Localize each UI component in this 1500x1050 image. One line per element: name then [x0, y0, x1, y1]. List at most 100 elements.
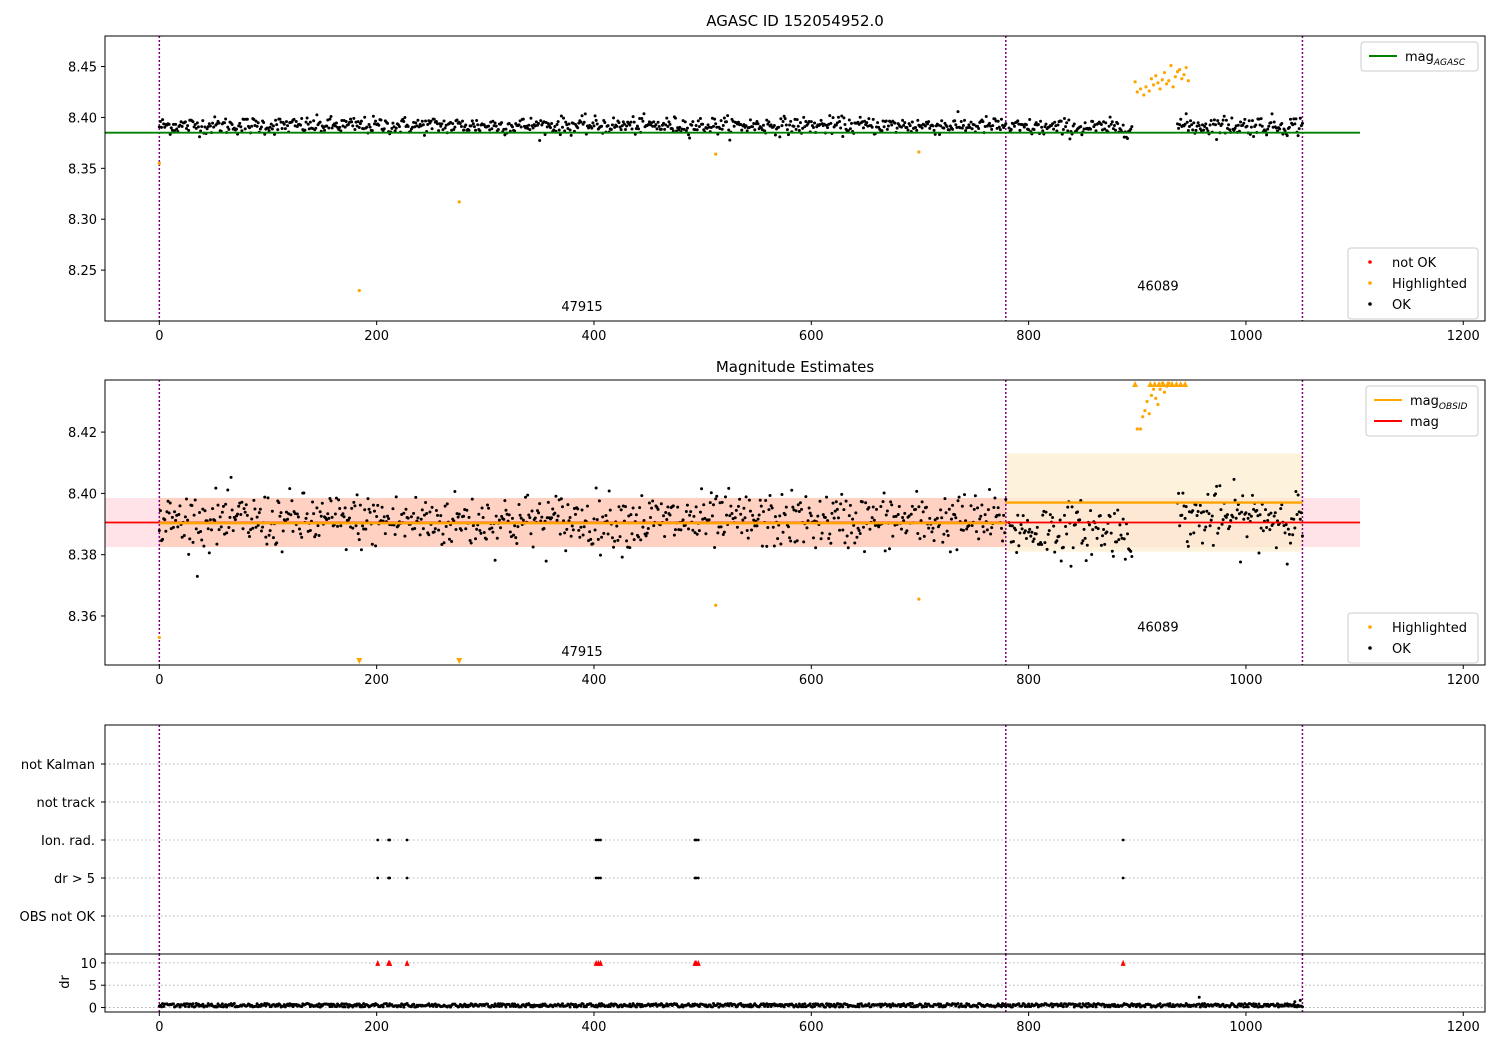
estimates-ok-point	[1052, 524, 1056, 528]
agasc-ok-point	[966, 126, 970, 130]
dr-ytick-label: 5	[89, 979, 97, 994]
estimates-ok-point	[777, 523, 781, 527]
estimates-ok-point	[566, 503, 570, 507]
estimates-obsid-label: 46089	[1137, 620, 1178, 635]
estimates-ok-point	[1233, 498, 1237, 502]
estimates-ok-point	[1108, 514, 1112, 518]
estimates-ok-point	[1095, 536, 1099, 540]
estimates-ok-point	[1071, 546, 1075, 550]
estimates-ok-point	[1294, 490, 1298, 494]
estimates-ok-point	[168, 501, 172, 505]
estimates-ok-point	[251, 526, 255, 530]
agasc-ok-point	[464, 123, 468, 127]
agasc-ok-point	[678, 125, 682, 129]
agasc-ok-point	[727, 128, 731, 132]
estimates-ok-point	[540, 515, 544, 519]
estimates-ok-point	[291, 529, 295, 533]
agasc-ok-point	[923, 124, 927, 128]
agasc-ok-point	[617, 121, 621, 125]
dr-point	[1300, 1005, 1304, 1009]
estimates-ok-point	[243, 510, 247, 514]
estimates-ok-point	[1273, 511, 1277, 515]
estimates-ok-point	[845, 534, 849, 538]
flags-dr-point	[405, 876, 409, 880]
estimates-ok-point	[510, 516, 514, 520]
dr-point	[341, 1005, 345, 1009]
estimates-highlighted-point	[714, 603, 718, 607]
agasc-ok-point	[560, 125, 564, 129]
estimates-highlighted-point	[1158, 387, 1162, 391]
agasc-ok-point	[798, 121, 802, 125]
agasc-ok-point	[1183, 122, 1187, 126]
estimates-ok-point	[784, 505, 788, 509]
flags-dr-point	[596, 876, 600, 880]
estimates-ok-point	[550, 516, 554, 520]
estimates-ok-point	[477, 512, 481, 516]
agasc-ok-point	[186, 124, 190, 128]
estimates-ok-point	[861, 525, 865, 529]
estimates-ok-point	[366, 497, 370, 501]
agasc-ok-point	[1203, 124, 1207, 128]
agasc-ok-point	[963, 118, 967, 122]
agasc-ok-point	[745, 129, 749, 133]
estimates-ok-point	[897, 505, 901, 509]
estimates-ok-point	[1267, 513, 1271, 517]
estimates-ok-point	[352, 500, 356, 504]
agasc-ok-point	[947, 128, 951, 132]
agasc-ok-point	[620, 124, 624, 128]
estimates-highlighted-point	[1138, 427, 1143, 431]
agasc-highlighted-point	[1169, 63, 1173, 68]
agasc-highlighted-point	[1173, 75, 1177, 79]
estimates-ok-point	[1115, 540, 1119, 544]
agasc-highlighted-point	[157, 161, 161, 165]
agasc-ok-point	[1082, 127, 1086, 131]
agasc-ok-point	[782, 114, 786, 118]
agasc-ok-point	[666, 124, 670, 128]
estimates-ok-point	[428, 510, 432, 514]
estimates-ok-point	[773, 515, 777, 519]
estimates-ok-point	[920, 500, 924, 504]
estimates-ok-point	[764, 498, 768, 502]
agasc-xtick-label: 1200	[1447, 329, 1480, 344]
estimates-ok-point	[852, 523, 856, 527]
estimates-ok-point	[631, 506, 635, 510]
dr-point	[823, 1005, 827, 1009]
dr-point	[922, 1005, 926, 1009]
estimates-ok-point	[916, 531, 920, 535]
estimates-ok-point	[1076, 510, 1080, 514]
estimates-ok-point	[283, 519, 287, 523]
agasc-highlighted-point	[1167, 79, 1171, 83]
estimates-ok-point	[158, 509, 162, 513]
agasc-ok-point	[630, 127, 634, 131]
flags-category-label: not track	[36, 796, 95, 811]
estimates-ok-point	[617, 505, 621, 509]
agasc-ok-point	[568, 128, 572, 132]
agasc-ok-point	[1034, 121, 1038, 125]
agasc-highlighted-point	[1171, 85, 1175, 89]
agasc-ok-point	[314, 126, 318, 130]
estimates-ok-point	[211, 507, 215, 511]
agasc-ok-point	[254, 119, 258, 123]
estimates-ok-point	[574, 512, 578, 516]
estimates-ok-point	[883, 549, 887, 553]
dr-point	[1017, 1002, 1021, 1006]
estimates-ok-point	[256, 523, 260, 527]
estimates-highlighted-point	[1151, 387, 1156, 391]
dr-xtick-label: 0	[155, 1020, 163, 1035]
dr-point	[509, 1004, 513, 1008]
agasc-ok-point	[641, 119, 645, 123]
estimates-ok-point	[1034, 532, 1038, 536]
agasc-ok-point	[972, 123, 976, 127]
estimates-ok-point	[318, 510, 322, 514]
dr-point	[162, 1005, 166, 1009]
estimates-ok-point	[1208, 524, 1212, 528]
estimates-ok-point	[334, 496, 338, 500]
estimates-ok-point	[1043, 541, 1047, 545]
agasc-ok-point	[344, 119, 348, 123]
estimates-ok-point	[254, 525, 258, 529]
estimates-ok-point	[725, 513, 729, 517]
agasc-ok-point	[675, 129, 679, 133]
estimates-ok-point	[1103, 542, 1107, 546]
dr-point	[334, 1005, 338, 1009]
estimates-ok-point	[941, 540, 945, 544]
